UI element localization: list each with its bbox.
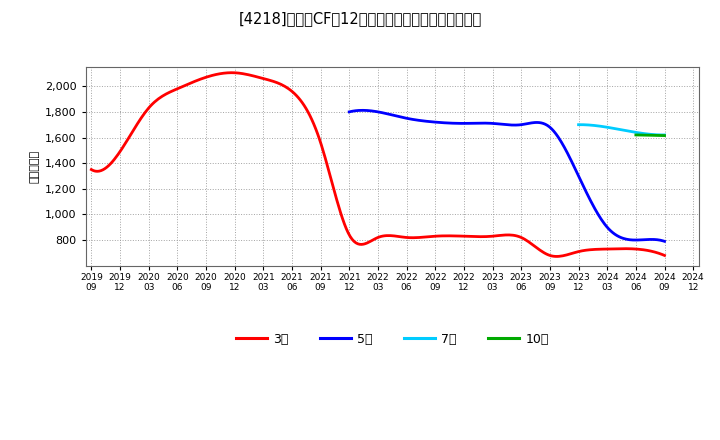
- 7年: [647, 132, 656, 137]
- 7年: [627, 129, 636, 134]
- Legend: 3年, 5年, 7年, 10年: 3年, 5年, 7年, 10年: [230, 327, 554, 351]
- Line: 10年: 10年: [636, 135, 665, 136]
- 3年: [89, 168, 98, 173]
- 7年: [659, 132, 667, 138]
- Line: 5年: 5年: [349, 110, 665, 241]
- 3年: [440, 233, 449, 238]
- 3年: [430, 234, 438, 239]
- 5年: [345, 109, 354, 114]
- 7年: [575, 122, 583, 127]
- 5年: [660, 238, 669, 244]
- Y-axis label: （百万円）: （百万円）: [30, 150, 40, 183]
- 3年: [553, 254, 562, 259]
- 3年: [428, 234, 437, 239]
- Line: 3年: 3年: [91, 73, 665, 257]
- 5年: [534, 120, 542, 125]
- 5年: [533, 120, 541, 125]
- 3年: [227, 70, 235, 75]
- 3年: [660, 253, 669, 258]
- 5年: [612, 232, 621, 238]
- Line: 7年: 7年: [579, 125, 665, 135]
- 3年: [87, 167, 96, 172]
- 5年: [539, 121, 548, 126]
- 7年: [660, 132, 669, 138]
- 7年: [576, 122, 585, 127]
- 5年: [631, 238, 640, 243]
- Text: [4218]　投賄CFの12か月移動合計の標準偏差の推移: [4218] 投賄CFの12か月移動合計の標準偏差の推移: [238, 11, 482, 26]
- 7年: [575, 122, 583, 127]
- 7年: [626, 129, 634, 134]
- 3年: [611, 246, 619, 252]
- 7年: [652, 132, 661, 137]
- 7年: [626, 128, 634, 134]
- 5年: [359, 108, 367, 113]
- 5年: [346, 109, 355, 114]
- 3年: [574, 249, 582, 254]
- 10年: [660, 133, 669, 138]
- 10年: [631, 132, 640, 138]
